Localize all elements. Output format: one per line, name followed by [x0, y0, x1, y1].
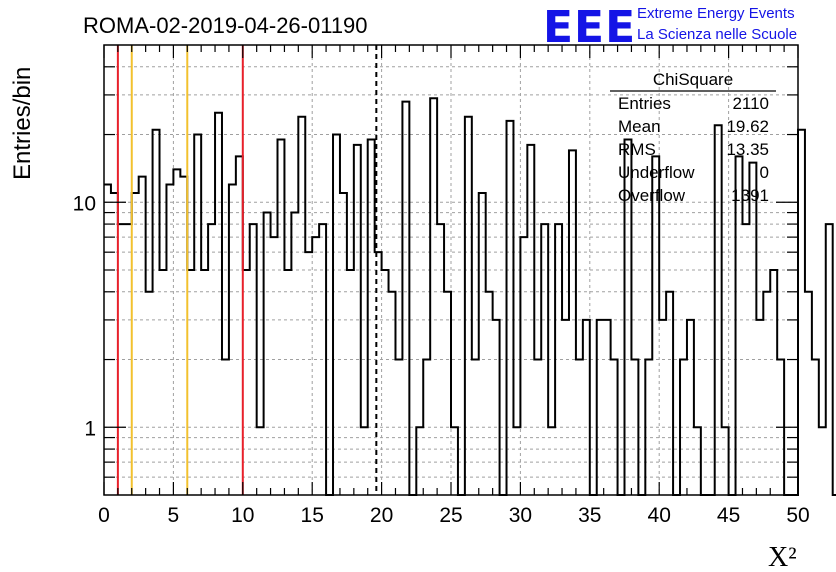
histogram-outline: [104, 97, 836, 496]
x-tick-labels: 0 5 10 15 20 25 30 35 40 45 50: [98, 504, 810, 527]
statistics-box: ChiSquare Entries 2110 Mean 19.62 RMS 13…: [610, 70, 776, 205]
x-tick-label: 30: [509, 504, 532, 527]
histogram-bin: [583, 320, 590, 495]
histogram-bin: [715, 125, 722, 495]
y-axis-title: Entries/bin: [9, 67, 36, 180]
stats-value-entries: 2110: [732, 94, 769, 113]
histogram-bin: [597, 320, 604, 495]
histogram-bin: [201, 270, 208, 495]
eee-logo-line1: Extreme Energy Events: [637, 5, 795, 22]
histogram-bin: [132, 193, 139, 495]
histogram-bin: [194, 135, 201, 495]
histogram-bin: [687, 320, 694, 495]
stats-label-entries: Entries: [618, 94, 671, 113]
histogram-bin: [166, 184, 173, 495]
histogram-bin: [271, 237, 278, 495]
histogram-bin: [111, 193, 118, 495]
histogram-bin: [347, 270, 354, 495]
histogram-bin: [666, 292, 673, 495]
histogram-bin: [333, 135, 340, 495]
histogram-bin: [264, 213, 271, 495]
stats-title: ChiSquare: [653, 70, 733, 89]
stats-value-overflow: 1391: [731, 186, 769, 205]
histogram-bin: [278, 140, 285, 495]
stats-label-mean: Mean: [618, 117, 661, 136]
histogram: [104, 97, 836, 496]
x-axis-title: X²: [768, 542, 797, 572]
histogram-bin: [819, 427, 826, 495]
histogram-bin: [756, 320, 763, 495]
y-tick-labels: 1 10: [73, 192, 96, 440]
reference-lines: [116, 45, 378, 495]
histogram-bin: [312, 237, 319, 495]
histogram-bin: [229, 184, 236, 495]
histogram-bin: [520, 237, 527, 495]
histogram-bin: [236, 156, 243, 495]
stats-label-underflow: Underflow: [618, 163, 695, 182]
x-tick-label: 0: [98, 504, 110, 527]
histogram-bin: [659, 320, 666, 495]
histogram-bin: [305, 252, 312, 495]
histogram-bin: [465, 117, 472, 495]
histogram-bin: [493, 320, 500, 495]
histogram-bin: [604, 320, 611, 495]
histogram-bin: [160, 270, 167, 495]
histogram-bin: [298, 117, 305, 495]
histogram-bin: [284, 270, 291, 495]
eee-logo-line2: La Scienza nelle Scuole: [637, 26, 797, 43]
stats-value-underflow: 0: [760, 163, 769, 182]
histogram-bin: [340, 193, 347, 495]
histogram-bin: [243, 270, 250, 495]
histogram-bin: [146, 292, 153, 495]
histogram-bin: [402, 102, 409, 495]
histogram-bin: [770, 270, 777, 495]
histogram-bin: [486, 292, 493, 495]
histogram-bin: [479, 193, 486, 495]
histogram-bin: [382, 270, 389, 495]
histogram-bin: [368, 140, 375, 495]
y-tick-label: 10: [73, 192, 96, 215]
histogram-bin: [798, 130, 805, 495]
x-tick-label: 45: [717, 504, 740, 527]
x-tick-label: 10: [231, 504, 254, 527]
histogram-bin: [389, 292, 396, 495]
x-tick-label: 15: [301, 504, 324, 527]
run-title: ROMA-02-2019-04-26-01190: [83, 13, 368, 38]
x-tick-label: 20: [370, 504, 393, 527]
histogram-bin: [805, 292, 812, 495]
stats-value-mean: 19.62: [726, 117, 769, 136]
histogram-bin: [763, 292, 770, 495]
histogram-bin: [153, 130, 160, 495]
x-tick-label: 40: [648, 504, 671, 527]
grid-lines: [104, 45, 798, 495]
histogram-bin: [507, 121, 514, 495]
x-tick-label: 5: [168, 504, 180, 527]
stats-label-overflow: Overflow: [618, 186, 686, 205]
histogram-bin: [652, 156, 659, 495]
stats-label-rms: RMS: [618, 140, 656, 159]
x-tick-label: 25: [439, 504, 462, 527]
y-tick-label: 1: [84, 417, 96, 440]
x-tick-label: 35: [578, 504, 601, 527]
histogram-bin: [187, 270, 194, 495]
x-tick-label: 50: [786, 504, 809, 527]
histogram-bin: [444, 292, 451, 495]
histogram-bin: [173, 169, 180, 495]
histogram-bin: [430, 98, 437, 495]
histogram-bin: [812, 360, 819, 495]
histogram-bin: [826, 224, 833, 495]
histogram-bin: [736, 156, 743, 495]
histogram-bin: [562, 320, 569, 495]
histogram-bin: [104, 184, 111, 495]
axis-ticks: [103, 45, 799, 495]
histogram-bin: [291, 213, 298, 495]
stats-value-rms: 13.35: [726, 140, 769, 159]
